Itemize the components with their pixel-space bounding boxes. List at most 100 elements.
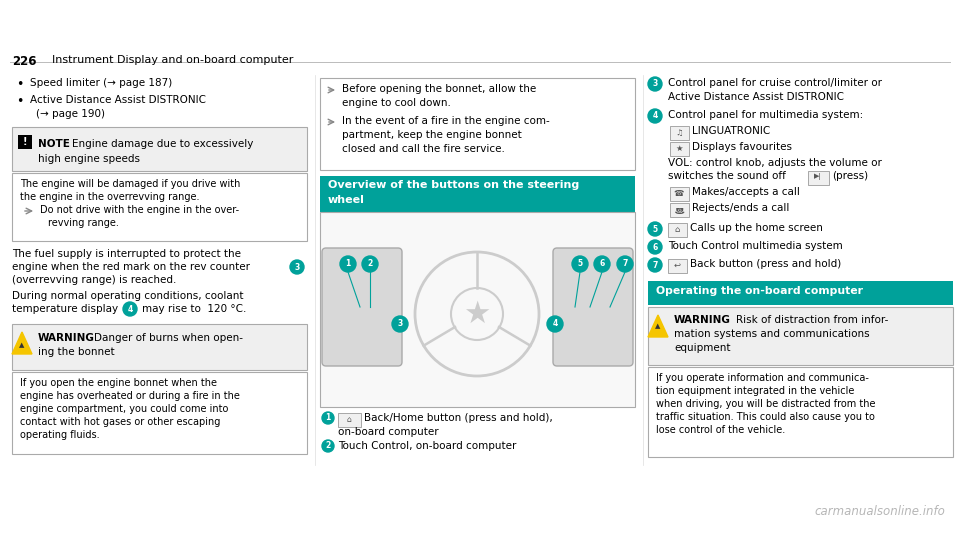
Text: switches the sound off: switches the sound off [668, 171, 786, 181]
FancyBboxPatch shape [667, 222, 686, 237]
Text: (→ page 190): (→ page 190) [36, 109, 105, 119]
Text: ♫: ♫ [675, 127, 683, 136]
Text: ★: ★ [464, 300, 491, 328]
Text: 3: 3 [397, 319, 402, 328]
Text: VOL: control knob, adjusts the volume or: VOL: control knob, adjusts the volume or [668, 158, 882, 168]
FancyBboxPatch shape [669, 125, 688, 140]
Text: ▶|: ▶| [814, 174, 822, 181]
Text: Touch Control, on-board computer: Touch Control, on-board computer [338, 441, 516, 451]
Text: Rejects/ends a call: Rejects/ends a call [692, 203, 789, 213]
FancyBboxPatch shape [648, 367, 953, 457]
Text: operating fluids.: operating fluids. [20, 430, 100, 440]
Text: revving range.: revving range. [48, 218, 119, 228]
Text: (press): (press) [832, 171, 868, 181]
FancyBboxPatch shape [320, 176, 635, 212]
Text: ★: ★ [675, 143, 683, 152]
Circle shape [648, 77, 662, 91]
Text: Active Distance Assist DISTRONIC: Active Distance Assist DISTRONIC [30, 95, 206, 105]
Text: partment, keep the engine bonnet: partment, keep the engine bonnet [342, 130, 521, 140]
FancyBboxPatch shape [338, 413, 361, 426]
Circle shape [322, 412, 334, 424]
Text: Speed limiter (→ page 187): Speed limiter (→ page 187) [30, 78, 172, 88]
Circle shape [617, 256, 633, 272]
Text: ☎: ☎ [674, 189, 684, 198]
Text: lose control of the vehicle.: lose control of the vehicle. [656, 425, 785, 435]
Text: ▲: ▲ [19, 342, 25, 348]
Text: 5: 5 [577, 260, 583, 269]
Text: If you open the engine bonnet when the: If you open the engine bonnet when the [20, 378, 217, 388]
Text: engine has overheated or during a fire in the: engine has overheated or during a fire i… [20, 391, 240, 401]
Text: The engine will be damaged if you drive with: The engine will be damaged if you drive … [20, 179, 240, 189]
Text: 7: 7 [622, 260, 628, 269]
Text: equipment: equipment [674, 343, 731, 353]
Text: Risk of distraction from infor-: Risk of distraction from infor- [736, 315, 888, 325]
Polygon shape [12, 332, 32, 354]
Text: Overview of the buttons on the steering: Overview of the buttons on the steering [328, 180, 579, 190]
Text: Back button (press and hold): Back button (press and hold) [690, 259, 841, 269]
Text: 226: 226 [12, 55, 36, 68]
Text: 6: 6 [599, 260, 605, 269]
FancyBboxPatch shape [669, 141, 688, 156]
Text: Do not drive with the engine in the over-: Do not drive with the engine in the over… [40, 205, 239, 215]
Text: ing the bonnet: ing the bonnet [38, 347, 114, 357]
Text: carmanualsonline.info: carmanualsonline.info [814, 505, 945, 518]
Polygon shape [648, 315, 668, 337]
Text: engine to cool down.: engine to cool down. [342, 98, 451, 108]
Circle shape [340, 256, 356, 272]
Text: ☎: ☎ [674, 205, 684, 214]
Text: on-board computer: on-board computer [338, 427, 439, 437]
Text: traffic situation. This could also cause you to: traffic situation. This could also cause… [656, 412, 875, 422]
Text: high engine speeds: high engine speeds [38, 154, 140, 164]
Text: 7: 7 [652, 261, 658, 270]
Text: temperature display: temperature display [12, 304, 118, 314]
Text: 3: 3 [653, 79, 658, 88]
Text: The fuel supply is interrupted to protect the: The fuel supply is interrupted to protec… [12, 249, 241, 259]
Circle shape [572, 256, 588, 272]
Text: contact with hot gases or other escaping: contact with hot gases or other escaping [20, 417, 221, 427]
Text: Touch Control multimedia system: Touch Control multimedia system [668, 241, 843, 251]
Text: ⌂: ⌂ [674, 224, 680, 233]
Circle shape [594, 256, 610, 272]
Text: 1: 1 [325, 414, 330, 423]
FancyBboxPatch shape [322, 248, 402, 366]
Text: Engine damage due to excessively: Engine damage due to excessively [72, 139, 253, 149]
Text: engine when the red mark on the rev counter: engine when the red mark on the rev coun… [12, 262, 250, 272]
Text: 1: 1 [346, 260, 350, 269]
FancyBboxPatch shape [18, 135, 32, 149]
Text: If you operate information and communica-: If you operate information and communica… [656, 373, 869, 383]
Circle shape [648, 222, 662, 236]
FancyBboxPatch shape [807, 171, 828, 184]
Circle shape [547, 316, 563, 332]
Text: the engine in the overrevving range.: the engine in the overrevving range. [20, 192, 200, 202]
Text: WARNING: WARNING [674, 315, 731, 325]
Text: During normal operating conditions, coolant: During normal operating conditions, cool… [12, 291, 244, 301]
Text: Before opening the bonnet, allow the: Before opening the bonnet, allow the [342, 84, 537, 94]
Circle shape [648, 240, 662, 254]
Text: •: • [16, 78, 23, 91]
Text: 6: 6 [653, 243, 658, 252]
Circle shape [290, 260, 304, 274]
Text: 2: 2 [325, 441, 330, 450]
Text: •: • [16, 95, 23, 108]
Text: LINGUATRONIC: LINGUATRONIC [692, 126, 770, 136]
Text: 4: 4 [552, 319, 558, 328]
Circle shape [123, 302, 137, 316]
FancyBboxPatch shape [669, 203, 688, 216]
Text: 5: 5 [653, 224, 658, 233]
Text: when driving, you will be distracted from the: when driving, you will be distracted fro… [656, 399, 876, 409]
Text: 4: 4 [128, 304, 132, 313]
Text: NOTE: NOTE [38, 139, 70, 149]
Text: In the event of a fire in the engine com-: In the event of a fire in the engine com… [342, 116, 550, 126]
Text: WARNING: WARNING [38, 333, 95, 343]
Text: closed and call the fire service.: closed and call the fire service. [342, 144, 505, 154]
FancyBboxPatch shape [648, 281, 953, 305]
FancyBboxPatch shape [320, 78, 635, 170]
Text: Back/Home button (press and hold),: Back/Home button (press and hold), [364, 413, 553, 423]
FancyBboxPatch shape [648, 307, 953, 365]
FancyBboxPatch shape [553, 248, 633, 366]
FancyBboxPatch shape [667, 259, 686, 272]
Circle shape [322, 440, 334, 452]
Text: 4: 4 [653, 111, 658, 120]
FancyBboxPatch shape [12, 127, 307, 171]
Text: (overrevving range) is reached.: (overrevving range) is reached. [12, 275, 177, 285]
